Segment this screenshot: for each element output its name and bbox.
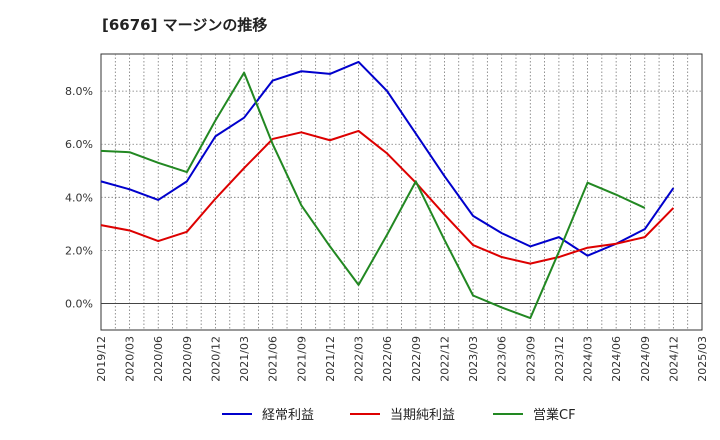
x-tick-label: 2023/03 <box>467 336 480 382</box>
x-tick-label: 2023/12 <box>553 336 566 382</box>
series-line-1 <box>100 60 675 257</box>
x-tick-label: 2022/03 <box>353 336 366 382</box>
x-tick-label: 2019/12 <box>95 336 108 382</box>
x-tick-label: 2023/09 <box>524 336 537 382</box>
x-tick-label: 2020/03 <box>124 336 137 382</box>
chart-title: [6676] マージンの推移 <box>102 16 268 34</box>
legend-label-2: 当期純利益 <box>390 408 455 423</box>
y-tick-label: 6.0% <box>65 138 93 151</box>
x-tick-label: 2025/03 <box>696 336 709 382</box>
y-tick-label: 0.0% <box>65 297 93 310</box>
legend-label-1: 経常利益 <box>262 408 314 423</box>
y-tick-label: 2.0% <box>65 244 93 257</box>
x-tick-label: 2021/09 <box>295 336 308 382</box>
x-tick-label: 2021/03 <box>238 336 251 382</box>
x-tick-label: 2021/12 <box>324 336 337 382</box>
x-tick-label: 2024/06 <box>610 336 623 382</box>
x-tick-label: 2022/09 <box>410 336 423 382</box>
x-tick-label: 2020/06 <box>152 336 165 382</box>
x-tick-label: 2020/12 <box>209 336 222 382</box>
x-tick-label: 2024/03 <box>582 336 595 382</box>
legend-label-3: 営業CF <box>533 407 576 423</box>
y-tick-label: 8.0% <box>65 85 93 98</box>
x-tick-label: 2023/06 <box>496 336 509 382</box>
x-tick-label: 2022/06 <box>381 336 394 382</box>
series-line-2 <box>100 129 675 265</box>
x-tick-label: 2022/12 <box>438 336 451 382</box>
x-tick-label: 2024/09 <box>639 336 652 382</box>
series-line-3 <box>100 71 646 320</box>
x-tick-label: 2021/06 <box>267 336 280 382</box>
x-tick-label: 2024/12 <box>667 336 680 382</box>
y-tick-label: 4.0% <box>65 191 93 204</box>
x-tick-label: 2020/09 <box>181 336 194 382</box>
